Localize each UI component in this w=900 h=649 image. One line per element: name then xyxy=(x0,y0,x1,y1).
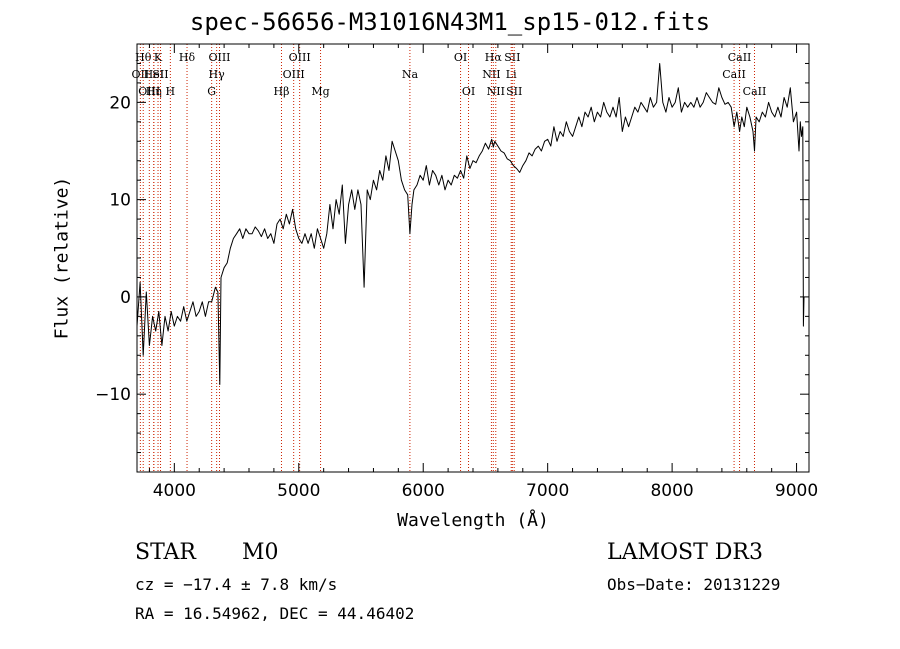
x-axis-label: Wavelength (Å) xyxy=(397,510,549,531)
axis-ticks: 4000 5000 6000 7000 8000 9000 −10 0 10 20 xyxy=(95,43,818,501)
x-tick-label-3: 7000 xyxy=(526,481,569,501)
emission-line-markers: OIIHθOIIIHeIHηKSIIHHδGHγOIIIHβOIIIOIIIMg… xyxy=(132,44,767,472)
marker-label-8: Hδ xyxy=(179,51,196,64)
marker-label-20: Hα xyxy=(485,51,503,64)
chart-title: spec-56656-M31016N43M1_sp15-012.fits xyxy=(189,8,711,36)
redshift-value: cz = −17.4 ± 7.8 km/s xyxy=(135,575,338,594)
marker-label-13: OIII xyxy=(283,68,305,81)
marker-label-2: OIII xyxy=(138,85,160,98)
marker-label-27: CaII xyxy=(743,85,767,98)
plot-frame xyxy=(136,43,810,473)
marker-label-7: H xyxy=(166,85,176,98)
x-tick-label-2: 6000 xyxy=(402,481,445,501)
marker-label-11: OIII xyxy=(208,51,230,64)
marker-label-10: Hγ xyxy=(209,68,226,81)
marker-label-12: Hβ xyxy=(274,85,290,98)
marker-label-4: Hη xyxy=(146,85,162,98)
survey-name: LAMOST DR3 xyxy=(607,540,763,565)
marker-label-24: SII xyxy=(506,85,522,98)
y-axis-label: Flux (relative) xyxy=(51,176,73,340)
marker-label-9: G xyxy=(207,85,216,98)
object-class: STAR xyxy=(135,540,196,565)
marker-label-14: OIII xyxy=(289,51,311,64)
marker-label-6: SII xyxy=(152,68,168,81)
marker-label-23: SII xyxy=(504,51,520,64)
x-tick-label-0: 4000 xyxy=(153,481,196,501)
marker-label-5: K xyxy=(154,51,163,64)
y-tick-label-1: 0 xyxy=(120,288,131,308)
marker-label-17: OI xyxy=(454,51,467,64)
marker-label-25: CaII xyxy=(722,68,746,81)
x-tick-label-5: 9000 xyxy=(775,481,818,501)
y-tick-label-0: −10 xyxy=(95,385,131,405)
marker-label-1: Hθ xyxy=(135,51,152,64)
marker-label-0: OII xyxy=(132,68,150,81)
marker-label-22: Li xyxy=(506,68,517,81)
x-tick-label-4: 8000 xyxy=(650,481,693,501)
marker-label-18: OI xyxy=(462,85,475,98)
marker-label-26: CaII xyxy=(728,51,752,64)
y-tick-label-2: 10 xyxy=(109,191,131,211)
spectrum-line-0 xyxy=(136,63,805,385)
marker-label-15: Mg xyxy=(311,85,329,98)
object-subclass: M0 xyxy=(242,540,279,565)
y-tick-label-3: 20 xyxy=(109,93,131,113)
spectrum-series xyxy=(136,63,805,385)
observation-date: Obs−Date: 20131229 xyxy=(607,575,781,594)
x-tick-label-1: 5000 xyxy=(277,481,320,501)
marker-label-16: Na xyxy=(402,68,419,81)
marker-label-21: NII xyxy=(487,85,505,98)
marker-label-19: NII xyxy=(482,68,500,81)
coordinates: RA = 16.54962, DEC = 44.46402 xyxy=(135,604,415,623)
